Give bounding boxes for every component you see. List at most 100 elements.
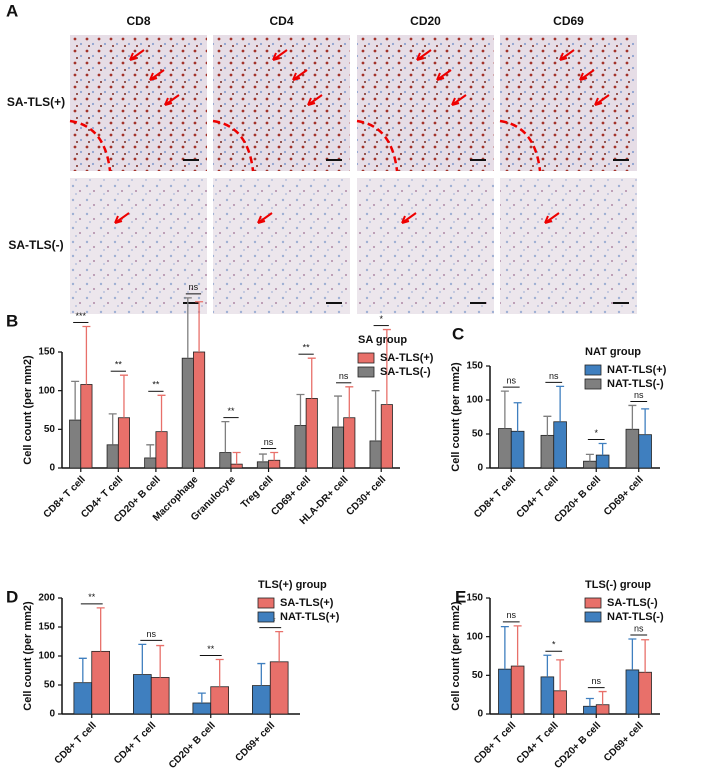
bar bbox=[343, 417, 356, 469]
error-bar bbox=[275, 630, 284, 662]
significance-label: ns bbox=[634, 390, 644, 400]
error-bar bbox=[513, 402, 522, 432]
arrow bbox=[164, 94, 180, 106]
bar bbox=[80, 384, 93, 469]
arrow bbox=[149, 69, 165, 81]
legend-title: TLS(-) group bbox=[585, 579, 651, 591]
significance-label: * bbox=[379, 314, 383, 324]
arrow bbox=[544, 212, 560, 224]
arrow bbox=[559, 49, 575, 61]
micrograph bbox=[357, 35, 494, 171]
significance-label: ** bbox=[227, 406, 235, 416]
error-bar bbox=[513, 625, 522, 667]
arrow bbox=[129, 49, 145, 61]
bar bbox=[369, 440, 382, 469]
legend-swatch bbox=[257, 597, 275, 609]
bar bbox=[553, 421, 567, 469]
arrow bbox=[401, 212, 417, 224]
bar bbox=[256, 461, 269, 469]
y-tick-label: 200 bbox=[38, 593, 55, 604]
bar bbox=[380, 404, 393, 469]
bar bbox=[595, 454, 610, 469]
significance-label: ** bbox=[303, 343, 311, 353]
error-bar bbox=[119, 374, 128, 418]
error-bar bbox=[556, 659, 565, 691]
scale-bar bbox=[326, 302, 342, 304]
x-tick-label: CD30+ cell bbox=[344, 474, 388, 518]
bar bbox=[540, 434, 555, 469]
legend-label: NAT-TLS(-) bbox=[607, 611, 664, 623]
error-bar bbox=[296, 393, 305, 426]
error-bar bbox=[215, 658, 224, 687]
legend-label: SA-TLS(-) bbox=[380, 366, 431, 378]
significance-label: ** bbox=[207, 644, 215, 654]
y-axis-label: Cell count (per mm2) bbox=[450, 601, 462, 711]
bar bbox=[625, 669, 640, 715]
bar bbox=[638, 434, 652, 469]
x-tick-label: CD8+ T cell bbox=[472, 474, 518, 520]
bar bbox=[193, 351, 206, 469]
bar bbox=[625, 428, 640, 469]
legend-label: SA-TLS(-) bbox=[607, 597, 658, 609]
bar bbox=[155, 431, 168, 469]
error-bar bbox=[345, 386, 354, 418]
significance-label: ** bbox=[88, 592, 96, 602]
y-tick-label: 0 bbox=[477, 463, 483, 474]
arrow bbox=[594, 94, 610, 106]
panel-label: A bbox=[6, 1, 18, 20]
significance-label: * bbox=[552, 640, 556, 650]
legend-label: NAT-TLS(+) bbox=[280, 611, 340, 623]
error-bar bbox=[500, 625, 509, 670]
error-bar bbox=[585, 697, 594, 707]
legend-title: NAT group bbox=[585, 346, 641, 358]
column-header: CD8 bbox=[126, 14, 150, 28]
arrow bbox=[451, 94, 467, 106]
significance-label: ns bbox=[506, 376, 516, 386]
significance-label: ns bbox=[339, 371, 349, 381]
bar bbox=[181, 357, 194, 469]
column-header: CD4 bbox=[269, 14, 293, 28]
y-tick-label: 150 bbox=[38, 347, 55, 358]
significance-label: ns bbox=[506, 610, 516, 620]
significance-label: ns bbox=[591, 676, 601, 686]
significance-label: ** bbox=[152, 380, 160, 390]
legend-label: NAT-TLS(-) bbox=[607, 378, 664, 390]
bar bbox=[210, 686, 230, 715]
bar bbox=[510, 430, 525, 469]
error-bar bbox=[556, 385, 565, 422]
micrograph bbox=[213, 178, 350, 314]
bar bbox=[331, 426, 345, 469]
y-tick-label: 0 bbox=[477, 709, 483, 720]
y-axis-label: Cell count (per mm2) bbox=[22, 355, 34, 465]
row-header: SA-TLS(+) bbox=[7, 95, 65, 109]
bar bbox=[510, 665, 525, 715]
error-bar bbox=[232, 451, 241, 465]
error-bar bbox=[146, 444, 155, 458]
legend-swatch bbox=[584, 364, 602, 376]
legend-swatch bbox=[584, 378, 602, 390]
error-bar bbox=[96, 607, 105, 652]
error-bar bbox=[585, 453, 594, 462]
y-tick-label: 50 bbox=[472, 429, 484, 440]
bar bbox=[117, 417, 131, 469]
significance-label: ns bbox=[189, 282, 199, 292]
bar bbox=[268, 459, 281, 469]
bar bbox=[73, 682, 93, 715]
error-bar bbox=[628, 638, 637, 670]
y-tick-label: 100 bbox=[38, 651, 55, 662]
legend-title: TLS(+) group bbox=[258, 579, 327, 591]
x-tick-label: CD4+ T cell bbox=[515, 474, 561, 520]
error-bar bbox=[258, 453, 267, 462]
panel-label: D bbox=[6, 587, 18, 606]
x-tick-label: Treg cell bbox=[239, 474, 276, 511]
error-bar bbox=[598, 442, 607, 456]
panel-label: C bbox=[452, 324, 464, 343]
tls-outline bbox=[212, 119, 255, 172]
bar bbox=[269, 661, 289, 715]
bar bbox=[294, 425, 307, 469]
legend-title: SA group bbox=[358, 334, 407, 346]
bar bbox=[192, 702, 212, 715]
y-axis-label: Cell count (per mm2) bbox=[22, 601, 34, 711]
bar bbox=[638, 671, 652, 715]
bar bbox=[540, 676, 555, 715]
